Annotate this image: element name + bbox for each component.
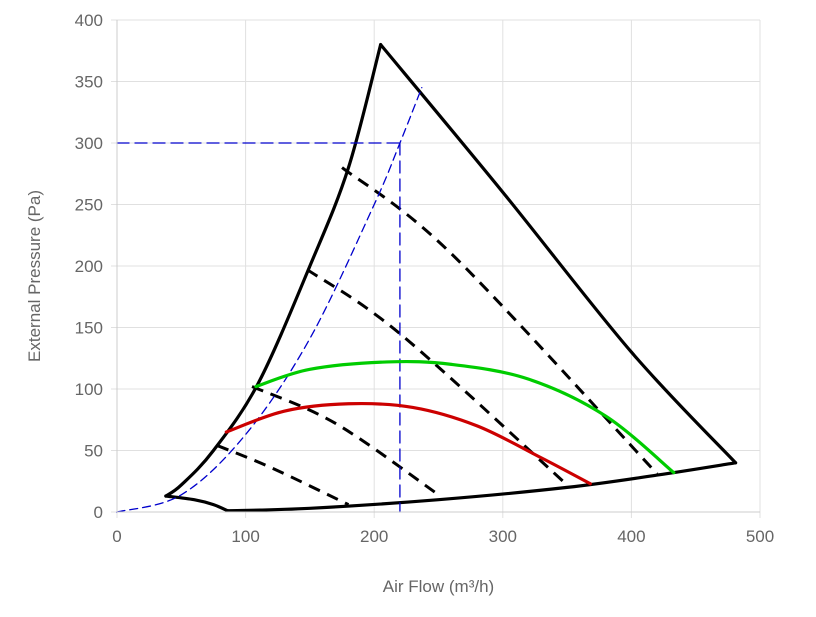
y-tick-label: 100 xyxy=(75,380,103,399)
axes xyxy=(116,20,760,513)
grid-lines xyxy=(111,19,761,518)
series-system-curve xyxy=(116,87,423,513)
series-red-curve xyxy=(224,401,592,486)
y-tick-label: 0 xyxy=(94,503,103,522)
y-tick-label: 250 xyxy=(75,196,103,215)
x-tick-label: 100 xyxy=(231,527,259,546)
series-green-curve xyxy=(254,359,676,475)
x-tick-label: 300 xyxy=(489,527,517,546)
series-layer xyxy=(116,43,738,513)
y-tick-label: 300 xyxy=(75,134,103,153)
x-axis-title: Air Flow (m³/h) xyxy=(383,577,494,596)
y-tick-label: 400 xyxy=(75,11,103,30)
x-tick-label: 0 xyxy=(112,527,121,546)
tick-labels: 0 100 200 300 400 500 0 50 100 150 200 250 300 350 400 xyxy=(75,11,775,546)
series-envelope-top xyxy=(379,43,738,465)
series-envelope-left xyxy=(164,43,383,498)
series-envelope-low-left xyxy=(164,494,230,513)
series-envelope-bottom xyxy=(225,461,738,513)
y-tick-label: 150 xyxy=(75,319,103,338)
y-axis-title: External Pressure (Pa) xyxy=(25,190,44,362)
y-tick-label: 200 xyxy=(75,257,103,276)
y-tick-label: 50 xyxy=(84,442,103,461)
x-tick-label: 500 xyxy=(746,527,774,546)
series-dashed-4 xyxy=(341,166,659,475)
series-dashed-1 xyxy=(216,444,350,506)
y-tick-label: 350 xyxy=(75,73,103,92)
series-dashed-2 xyxy=(251,385,440,497)
x-tick-label: 200 xyxy=(360,527,388,546)
series-dashed-3 xyxy=(306,268,569,487)
x-tick-label: 400 xyxy=(617,527,645,546)
